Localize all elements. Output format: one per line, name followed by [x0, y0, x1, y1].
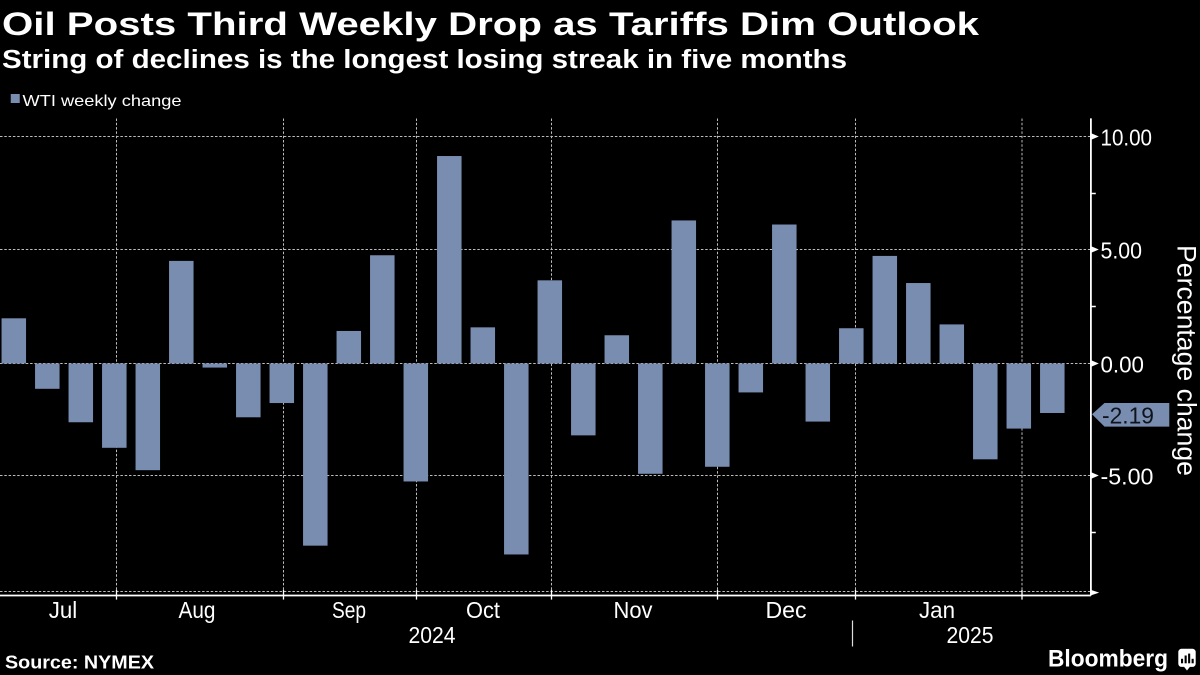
svg-text:Oct: Oct [466, 597, 500, 623]
svg-text:Bloomberg: Bloomberg [1048, 646, 1168, 673]
svg-text:Jul: Jul [49, 597, 78, 623]
svg-text:Sep: Sep [332, 597, 366, 623]
svg-text:WTI weekly change: WTI weekly change [23, 93, 182, 110]
svg-text:10.00: 10.00 [1101, 125, 1153, 151]
svg-text:-2.19: -2.19 [1102, 402, 1154, 428]
svg-text:Source: NYMEX: Source: NYMEX [5, 652, 155, 673]
svg-text:Percentage change: Percentage change [1172, 245, 1200, 476]
svg-text:0.00: 0.00 [1101, 352, 1145, 378]
svg-text:2024: 2024 [409, 622, 456, 648]
svg-text:Oil Posts Third Weekly Drop as: Oil Posts Third Weekly Drop as Tariffs D… [2, 6, 979, 42]
svg-text:Aug: Aug [179, 597, 216, 623]
svg-text:Dec: Dec [766, 597, 807, 623]
svg-text:String of declines is the long: String of declines is the longest losing… [2, 46, 847, 74]
svg-text:Nov: Nov [614, 597, 653, 623]
svg-text:2025: 2025 [947, 622, 994, 648]
svg-text:5.00: 5.00 [1101, 238, 1143, 264]
svg-text:Jan: Jan [919, 597, 955, 623]
svg-text:-5.00: -5.00 [1101, 464, 1154, 490]
